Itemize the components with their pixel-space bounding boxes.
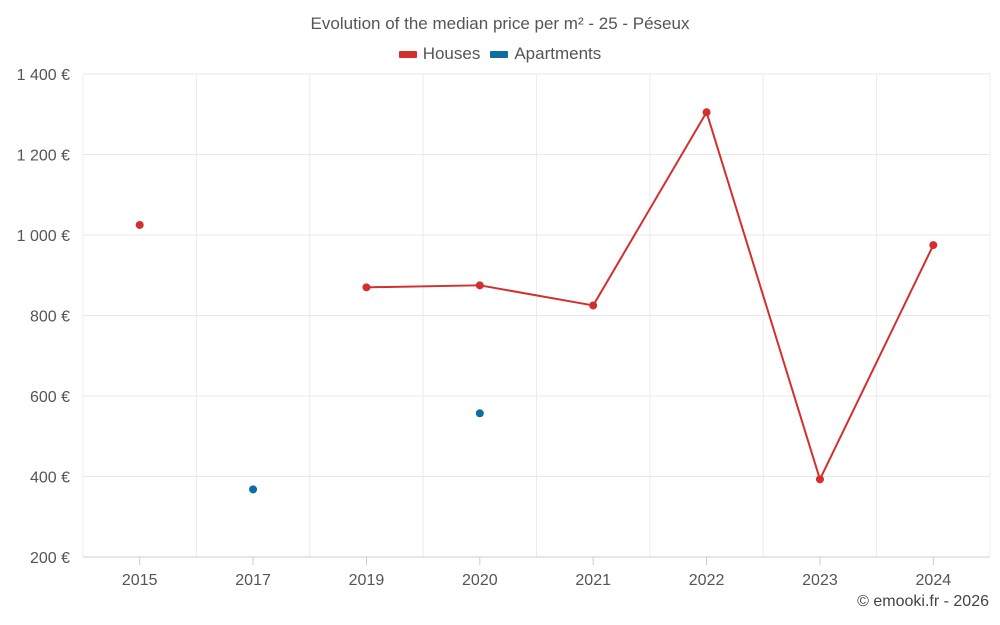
data-point-houses[interactable] [815, 475, 824, 484]
data-point-houses[interactable] [702, 108, 711, 117]
axes: 200 € 400 € 600 € 800 € 1 000 € 1 200 € 1 400 … [17, 67, 990, 589]
x-tick-label: 2017 [235, 572, 271, 589]
x-tick-label: 2023 [802, 572, 838, 589]
y-tick-label: 600 € [30, 389, 70, 406]
credit-text: © emooki.fr - 2026 [857, 593, 989, 610]
y-tick-label: 1 200 € [17, 148, 70, 165]
series-line-segment-houses [479, 284, 594, 307]
x-tick-label: 2021 [575, 572, 611, 589]
legend-swatch-houses [398, 50, 417, 58]
x-tick-label: 2015 [122, 572, 158, 589]
series-line-segment-houses [366, 284, 480, 289]
series-apartments [249, 409, 484, 494]
y-tick-label: 1 400 € [17, 67, 70, 84]
legend: Houses Apartments [0, 44, 1000, 64]
series-line-segment-houses [705, 111, 821, 480]
x-tick-label: 2019 [349, 572, 385, 589]
grid [82, 73, 991, 558]
x-tick-label: 2024 [916, 572, 952, 589]
series-layer [135, 108, 938, 494]
data-point-houses[interactable] [589, 301, 598, 310]
legend-item-apartments[interactable]: Apartments [490, 44, 601, 64]
y-tick-label: 400 € [30, 470, 70, 487]
data-point-apartments[interactable] [249, 485, 258, 494]
y-tick-label: 1 000 € [17, 228, 70, 245]
data-point-houses[interactable] [929, 241, 938, 250]
legend-label-houses: Houses [422, 44, 481, 63]
x-tick-label: 2020 [462, 572, 498, 589]
x-tick-label: 2022 [689, 572, 725, 589]
y-tick-label: 200 € [30, 550, 70, 567]
legend-item-houses[interactable]: Houses [398, 44, 481, 64]
series-line-segment-houses [592, 111, 708, 306]
y-tick-label: 800 € [30, 309, 70, 326]
data-point-houses[interactable] [362, 283, 371, 292]
series-houses [135, 108, 938, 484]
data-point-houses[interactable] [475, 281, 484, 290]
legend-swatch-apartments [490, 50, 509, 58]
chart-title: Evolution of the median price per m² - 2… [310, 14, 690, 33]
data-point-houses[interactable] [135, 220, 144, 229]
legend-label-apartments: Apartments [514, 44, 602, 63]
data-point-apartments[interactable] [475, 409, 484, 418]
series-line-segment-houses [819, 244, 935, 480]
